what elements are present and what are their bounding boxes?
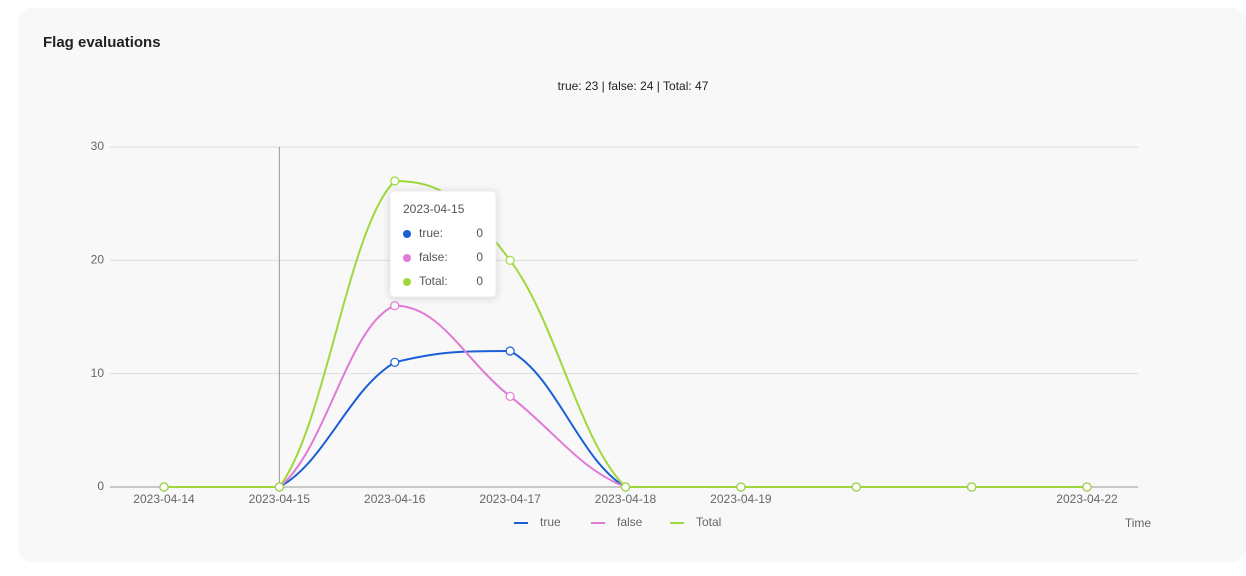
point <box>1082 482 1092 492</box>
tooltip-value: 0 <box>476 250 483 264</box>
point <box>505 346 515 356</box>
y-tick-label: 30 <box>91 139 105 153</box>
point <box>390 176 400 186</box>
tooltip: 2023-04-15 true: 0 false: 0 Total: 0 <box>389 190 497 298</box>
series-line <box>163 179 1088 489</box>
x-axis-label: Time <box>1125 516 1152 530</box>
tooltip-label: false: <box>419 250 448 264</box>
point <box>159 482 169 492</box>
x-tick-label: 2023-04-18 <box>595 492 657 506</box>
x-tick-label: 2023-04-17 <box>479 492 541 506</box>
point <box>967 482 977 492</box>
chart-subtitle: true: 23 | false: 24 | Total: 47 <box>558 79 709 93</box>
x-tick-label: 2023-04-16 <box>364 492 426 506</box>
x-tick-label: 2023-04-15 <box>249 492 311 506</box>
point <box>620 482 631 492</box>
legend-label: Total <box>696 515 721 529</box>
tooltip-label: Total: <box>419 274 448 288</box>
card-title: Flag evaluations <box>43 34 161 51</box>
point <box>851 482 861 492</box>
tooltip-dot <box>403 278 411 286</box>
y-tick-label: 0 <box>97 479 104 493</box>
point <box>274 482 284 492</box>
y-tick-label: 10 <box>91 366 105 380</box>
tooltip-value: 0 <box>476 274 483 288</box>
tooltip-value: 0 <box>476 226 483 240</box>
tooltip-dot <box>403 230 411 238</box>
x-tick-label: 2023-04-14 <box>133 492 195 506</box>
tooltip-dot <box>403 254 411 262</box>
y-tick-label: 20 <box>91 253 105 267</box>
legend-label: false <box>617 515 643 529</box>
tooltip-label: true: <box>419 226 443 240</box>
point <box>505 391 515 401</box>
point <box>390 301 400 311</box>
point <box>390 357 400 367</box>
tooltip-title: 2023-04-15 <box>403 202 465 216</box>
point <box>505 255 515 265</box>
tooltip-box <box>389 190 497 298</box>
point <box>736 482 746 492</box>
x-tick-label: 2023-04-19 <box>710 492 772 506</box>
legend-label: true <box>540 515 561 529</box>
x-tick-label: 2023-04-22 <box>1056 492 1118 506</box>
